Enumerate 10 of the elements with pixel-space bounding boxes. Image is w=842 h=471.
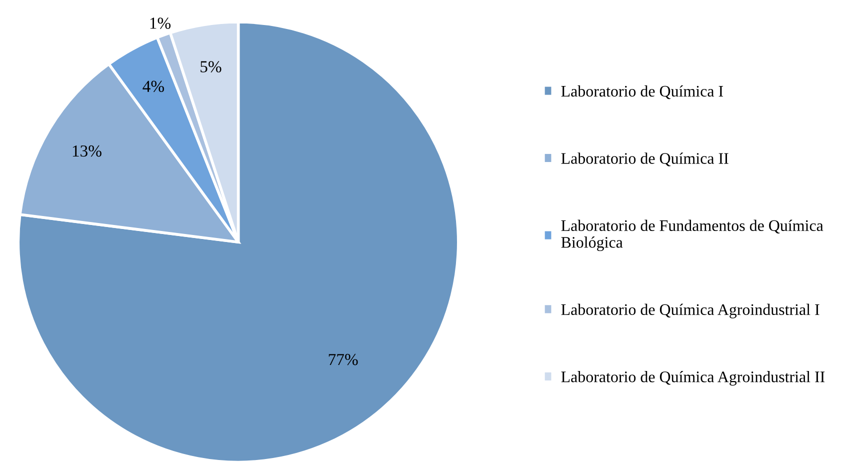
data-label: 13%	[72, 145, 102, 157]
data-label: 4%	[142, 80, 164, 92]
legend-label: Laboratorio de Química II	[561, 152, 728, 166]
legend-label: Laboratorio de Química Agroindustrial I	[561, 304, 820, 318]
data-label: 5%	[200, 61, 222, 72]
legend-label: Laboratorio de Fundamentos de Química Biológica	[561, 220, 824, 252]
legend-label: Laboratorio de Química Agroindustrial II	[561, 371, 825, 386]
data-label: 77%	[328, 354, 358, 366]
data-label: 1%	[150, 18, 171, 29]
legend-label: Laboratorio de Química I	[561, 85, 724, 100]
